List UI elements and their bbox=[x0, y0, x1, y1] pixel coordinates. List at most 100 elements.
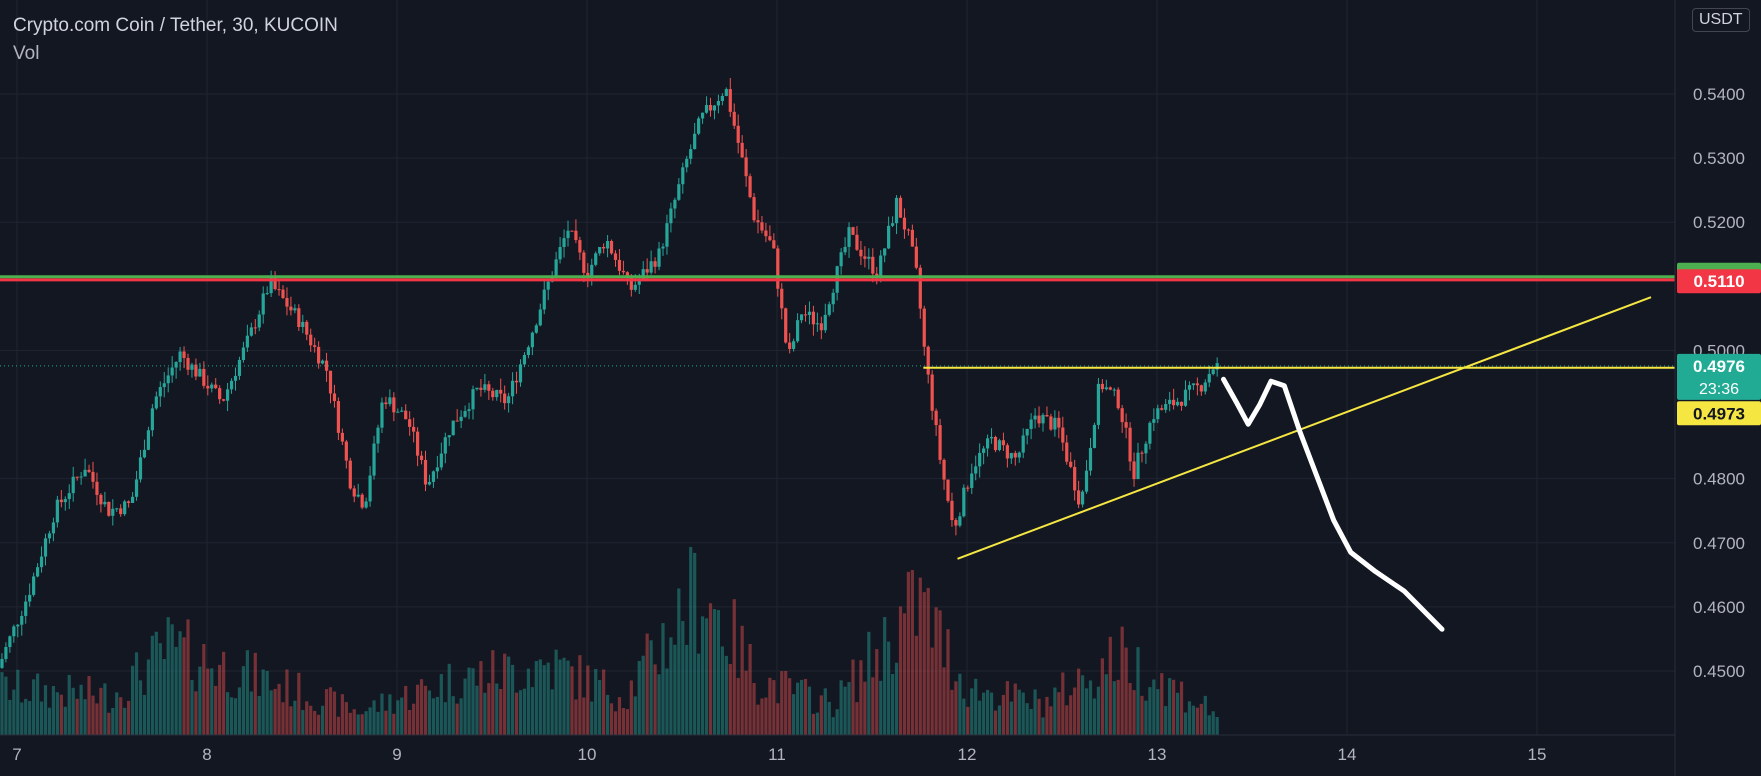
volume-bar bbox=[1013, 683, 1017, 735]
candle-body bbox=[8, 636, 12, 648]
volume-bar bbox=[756, 704, 760, 735]
candle-body bbox=[570, 230, 574, 232]
candle-body bbox=[594, 253, 598, 265]
volume-bar bbox=[475, 685, 479, 735]
volume-bar bbox=[514, 692, 519, 735]
volume-bar bbox=[305, 701, 309, 735]
candle-body bbox=[317, 346, 321, 364]
volume-label[interactable]: Vol bbox=[13, 43, 40, 64]
volume-bar bbox=[297, 672, 301, 735]
volume-bar bbox=[51, 686, 56, 735]
candle-body bbox=[1073, 466, 1077, 491]
candle-body bbox=[1120, 408, 1124, 423]
time-tick-label: 8 bbox=[202, 745, 211, 764]
volume-bar bbox=[1175, 692, 1180, 735]
candle-body bbox=[522, 354, 527, 365]
price-tick-label: 0.5400 bbox=[1693, 85, 1745, 104]
symbol-title[interactable]: Crypto.com Coin / Tether, 30, KUCOIN bbox=[13, 15, 338, 36]
volume-layer bbox=[0, 546, 1219, 735]
candle-body bbox=[214, 384, 218, 389]
volume-bar bbox=[942, 667, 946, 735]
candle-body bbox=[1013, 452, 1017, 458]
volume-bar bbox=[249, 691, 253, 735]
candle-body bbox=[1136, 452, 1140, 480]
price-tick-label: 0.4700 bbox=[1693, 534, 1745, 553]
candle-body bbox=[538, 309, 542, 326]
candle-body bbox=[297, 308, 301, 328]
candle-body bbox=[491, 390, 495, 398]
volume-bar bbox=[807, 686, 812, 735]
volume-bar bbox=[95, 703, 99, 735]
volume-bar bbox=[641, 655, 645, 735]
candle-body bbox=[982, 448, 986, 453]
candle-body bbox=[617, 259, 622, 271]
candle-body bbox=[142, 449, 147, 458]
candle-body bbox=[134, 479, 139, 497]
candle-body bbox=[79, 476, 83, 478]
candle-body bbox=[962, 487, 966, 517]
candle-body bbox=[67, 493, 71, 500]
volume-bar bbox=[309, 705, 313, 735]
volume-bar bbox=[1041, 717, 1045, 735]
volume-bar bbox=[602, 669, 606, 735]
candle-body bbox=[475, 387, 479, 390]
volume-bar bbox=[400, 697, 404, 735]
volume-bar bbox=[538, 659, 542, 735]
candle-body bbox=[1112, 389, 1116, 391]
candle-body bbox=[609, 240, 614, 254]
candle-body bbox=[0, 659, 4, 668]
volume-bar bbox=[396, 700, 400, 735]
volume-bar bbox=[764, 697, 768, 735]
candle-body bbox=[744, 157, 748, 177]
volume-bar bbox=[281, 702, 285, 735]
volume-bar bbox=[447, 663, 451, 735]
volume-bar bbox=[130, 665, 135, 735]
volume-bar bbox=[811, 713, 816, 735]
candle-body bbox=[645, 269, 649, 273]
candle-body bbox=[1065, 442, 1069, 462]
time-tick-label: 11 bbox=[768, 745, 786, 764]
volume-bar bbox=[700, 616, 705, 735]
volume-bar bbox=[186, 619, 190, 735]
volume-bar bbox=[99, 687, 103, 735]
volume-bar bbox=[1164, 706, 1168, 735]
candle-body bbox=[514, 380, 519, 383]
volume-bar bbox=[768, 677, 772, 735]
volume-bar bbox=[1136, 647, 1140, 735]
candle-body bbox=[1084, 470, 1089, 492]
volume-bar bbox=[780, 671, 784, 735]
volume-bar bbox=[261, 669, 265, 735]
candle-body bbox=[471, 389, 475, 410]
candle-body bbox=[111, 508, 115, 516]
candle-body bbox=[993, 436, 998, 451]
candle-body bbox=[752, 197, 756, 221]
volume-bar bbox=[8, 699, 12, 735]
currency-button[interactable]: USDT bbox=[1692, 8, 1750, 32]
candle-body bbox=[697, 118, 701, 134]
candle-body bbox=[653, 261, 657, 267]
volume-bar bbox=[910, 569, 914, 735]
volume-bar bbox=[598, 679, 602, 735]
candle-body bbox=[59, 499, 63, 503]
volume-bar bbox=[455, 703, 459, 735]
volume-bar bbox=[487, 683, 491, 735]
volume-bar bbox=[653, 664, 657, 735]
candle-body bbox=[1124, 422, 1128, 428]
volume-bar bbox=[218, 664, 222, 735]
candle-body bbox=[637, 278, 641, 285]
volume-bar bbox=[590, 701, 594, 735]
volume-bar bbox=[930, 647, 934, 735]
volume-bar bbox=[1104, 674, 1108, 735]
candle-body bbox=[281, 289, 285, 299]
volume-bar bbox=[550, 689, 554, 735]
volume-bar bbox=[748, 643, 752, 735]
volume-bar bbox=[673, 644, 677, 735]
price-tick-label: 0.5200 bbox=[1693, 213, 1745, 232]
candle-body bbox=[843, 246, 847, 253]
candle-body bbox=[1195, 383, 1199, 386]
candle-body bbox=[602, 246, 606, 249]
candle-body bbox=[305, 321, 309, 335]
volume-bar bbox=[894, 662, 899, 735]
